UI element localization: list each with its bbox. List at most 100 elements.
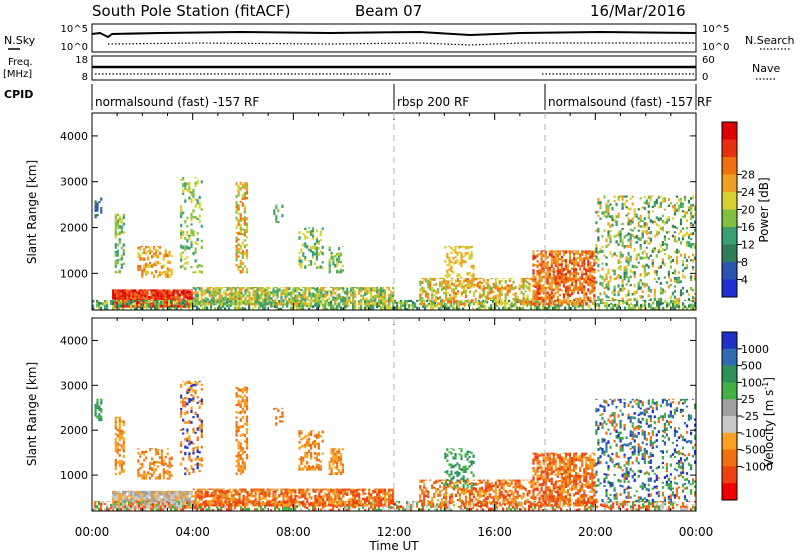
- power-cell: [534, 263, 537, 267]
- power-cell: [143, 247, 146, 252]
- power-cell: [419, 283, 422, 286]
- power-cell: [452, 271, 455, 274]
- power-cell: [152, 291, 155, 294]
- power-cell: [492, 285, 495, 289]
- velocity-cell: [500, 501, 503, 503]
- power-cell: [152, 304, 155, 308]
- power-cell: [530, 298, 533, 302]
- power-cell: [294, 299, 297, 302]
- power-cell: [665, 218, 668, 221]
- velocity-cell: [142, 493, 145, 496]
- power-cell: [240, 296, 243, 300]
- power-cell: [320, 302, 323, 306]
- power-cell: [139, 257, 142, 261]
- power-cell: [114, 305, 117, 308]
- velocity-cell: [606, 501, 609, 505]
- power-cell: [482, 302, 485, 306]
- power-cell: [241, 261, 244, 265]
- power-cell: [194, 288, 197, 291]
- velocity-cell: [556, 505, 559, 509]
- power-cell: [412, 304, 415, 308]
- power-cell: [338, 247, 341, 251]
- power-cell: [575, 288, 578, 291]
- velocity-cell: [558, 505, 561, 509]
- velocity-cell: [344, 507, 347, 511]
- power-cell: [522, 297, 525, 300]
- power-cell: [496, 294, 499, 298]
- power-cell: [579, 302, 582, 306]
- power-cell: [679, 202, 683, 206]
- power-cell: [241, 185, 244, 189]
- power-cell: [378, 288, 381, 292]
- power-cell: [518, 301, 521, 304]
- power-cell: [334, 302, 337, 306]
- power-cell: [392, 287, 395, 289]
- velocity-cell: [294, 500, 297, 504]
- power-cell: [667, 215, 670, 219]
- power-cell: [380, 296, 383, 300]
- power-cell: [685, 289, 689, 293]
- power-cell: [692, 203, 695, 207]
- velocity-cell: [150, 502, 153, 504]
- power-cell: [118, 300, 121, 305]
- power-cell: [243, 244, 246, 249]
- velocity-cell: [348, 498, 351, 501]
- velocity-cell: [254, 508, 257, 511]
- power-cell: [510, 302, 513, 306]
- power-cell: [236, 294, 239, 297]
- power-cell: [659, 227, 662, 231]
- velocity-cell: [628, 501, 631, 503]
- velocity-cell: [94, 505, 97, 508]
- power-cell: [276, 289, 279, 292]
- velocity-cell: [302, 504, 305, 507]
- power-cell: [552, 261, 555, 265]
- power-cell: [568, 289, 572, 292]
- power-cell: [606, 305, 609, 308]
- power-cell: [184, 245, 187, 249]
- power-cell: [663, 276, 666, 279]
- power-cell: [235, 210, 238, 214]
- power-cell: [402, 301, 405, 305]
- power-cell: [568, 256, 572, 259]
- power-cell: [684, 305, 687, 309]
- power-cell: [425, 277, 428, 281]
- velocity-cell: [256, 501, 259, 503]
- power-cell: [170, 299, 173, 301]
- velocity-cell: [122, 496, 125, 500]
- velocity-cell: [164, 501, 167, 503]
- velocity-cell: [178, 495, 181, 499]
- velocity-cell: [264, 505, 267, 509]
- power-cell: [683, 253, 687, 257]
- power-cell: [657, 250, 660, 254]
- velocity-cell: [148, 501, 151, 503]
- velocity-cell: [220, 497, 223, 501]
- velocity-cell: [302, 500, 305, 503]
- velocity-cell: [190, 506, 193, 509]
- power-cell: [571, 282, 574, 286]
- nave-label: Nave: [752, 62, 780, 75]
- power-cell: [368, 299, 371, 302]
- velocity-cell: [314, 504, 317, 507]
- cpid-segment-label: rbsp 200 RF: [397, 95, 469, 109]
- power-cell: [237, 231, 240, 236]
- power-cell: [151, 255, 154, 259]
- power-cell: [273, 209, 276, 212]
- power-cell: [524, 284, 527, 288]
- power-cell: [149, 252, 152, 255]
- power-cell: [243, 251, 246, 256]
- nave-tick-bottom: 0: [702, 72, 708, 83]
- power-cell: [92, 300, 95, 303]
- power-cell: [583, 250, 586, 254]
- velocity-cell: [324, 501, 327, 503]
- power-cell: [562, 267, 566, 272]
- power-cell: [164, 253, 167, 257]
- power-cell: [633, 264, 636, 269]
- power-cell: [532, 278, 535, 281]
- power-cell: [437, 297, 440, 300]
- power-cell: [316, 304, 319, 308]
- power-cell: [192, 251, 195, 256]
- power-cell: [589, 299, 592, 303]
- power-cell: [520, 307, 523, 310]
- velocity-cell: [672, 504, 675, 507]
- power-cell: [660, 299, 663, 302]
